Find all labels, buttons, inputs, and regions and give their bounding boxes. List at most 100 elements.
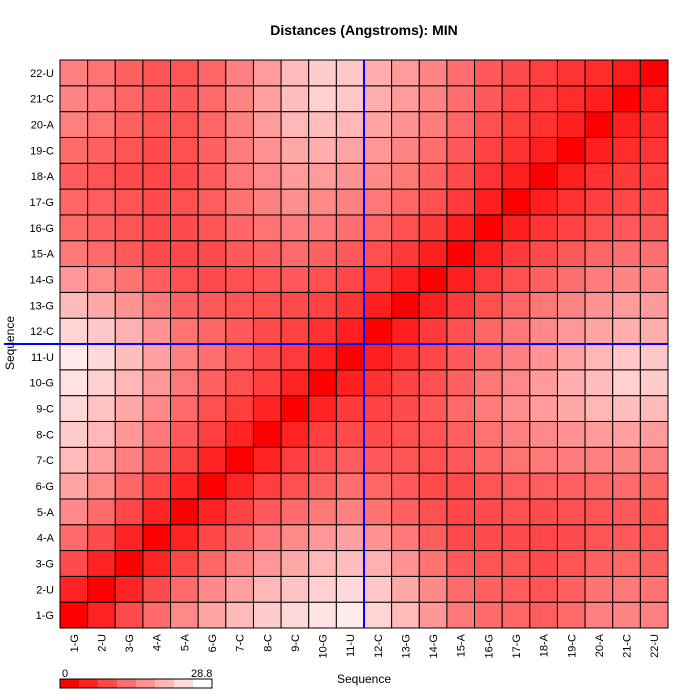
heatmap-cell — [446, 524, 476, 552]
heatmap-cell — [335, 369, 365, 397]
heatmap-cell — [252, 214, 282, 242]
heatmap-cell — [391, 162, 420, 190]
heatmap-cell — [197, 162, 227, 190]
heatmap-cell — [87, 214, 116, 242]
heatmap-cell — [529, 188, 558, 216]
y-tick-label: 13-G — [30, 300, 54, 312]
heatmap-cell — [87, 111, 116, 138]
heatmap-cell — [584, 498, 614, 526]
heatmap-cell — [280, 111, 310, 138]
heatmap-cell — [501, 85, 531, 113]
heatmap-cell — [225, 369, 254, 397]
heatmap-cell — [584, 317, 614, 345]
heatmap-cell — [639, 85, 669, 113]
heatmap-cell — [225, 317, 254, 345]
heatmap-cell — [639, 575, 669, 603]
heatmap-cell — [308, 188, 337, 216]
heatmap-cell — [612, 575, 641, 603]
heatmap-cell — [474, 162, 503, 190]
heatmap-cell — [501, 136, 531, 164]
heatmap-cell — [446, 472, 476, 500]
chart-title: Distances (Angstroms): MIN — [270, 22, 457, 38]
heatmap-cell — [170, 291, 199, 319]
heatmap-cell — [280, 291, 310, 319]
heatmap-cell — [225, 136, 254, 164]
heatmap-cell — [197, 240, 227, 268]
heatmap-cell — [335, 136, 365, 164]
heatmap-cell — [308, 266, 337, 293]
heatmap-cell — [391, 420, 420, 448]
heatmap-cell — [363, 446, 393, 474]
heatmap-cell — [529, 343, 558, 371]
heatmap-cell — [308, 136, 337, 164]
heatmap-cell — [363, 575, 393, 603]
x-tick-label: 10-G — [318, 634, 330, 658]
heatmap-cell — [142, 472, 172, 500]
heatmap-cell — [639, 317, 669, 345]
x-tick-label: 12-C — [373, 634, 385, 658]
heatmap-cell — [446, 266, 476, 293]
heatmap-cell — [59, 472, 89, 500]
heatmap-cell — [252, 136, 282, 164]
heatmap-cell — [418, 446, 448, 474]
heatmap-cell — [501, 291, 531, 319]
heatmap-cell — [556, 550, 586, 577]
heatmap-cell — [446, 369, 476, 397]
heatmap-cell — [170, 188, 199, 216]
heatmap-cell — [446, 214, 476, 242]
heatmap-cell — [197, 214, 227, 242]
heatmap-cell — [501, 524, 531, 552]
heatmap-cell — [556, 59, 586, 87]
heatmap-cell — [584, 136, 614, 164]
x-tick-label: 18-A — [539, 633, 551, 657]
heatmap-cell — [170, 369, 199, 397]
heatmap-cell — [474, 136, 503, 164]
heatmap-cell — [639, 601, 669, 629]
heatmap-cell — [363, 420, 393, 448]
heatmap-cell — [197, 343, 227, 371]
heatmap-cell — [308, 214, 337, 242]
heatmap-cell — [612, 395, 641, 422]
heatmap-cell — [280, 59, 310, 87]
heatmap-cell — [501, 369, 531, 397]
heatmap-cell — [363, 395, 393, 422]
heatmap-cell — [308, 420, 337, 448]
heatmap-cell — [391, 524, 420, 552]
heatmap-cell — [584, 343, 614, 371]
heatmap-cell — [639, 59, 669, 87]
heatmap-cell — [114, 575, 144, 603]
heatmap-cell — [225, 343, 254, 371]
x-tick-label: 13-G — [400, 634, 412, 658]
heatmap-cell — [170, 420, 199, 448]
heatmap-cell — [391, 136, 420, 164]
heatmap-cell — [529, 59, 558, 87]
heatmap-cell — [529, 524, 558, 552]
heatmap-cell — [391, 291, 420, 319]
heatmap-cell — [391, 446, 420, 474]
heatmap-cell — [501, 446, 531, 474]
heatmap-cell — [446, 343, 476, 371]
heatmap-cell — [170, 317, 199, 345]
heatmap-cell — [280, 446, 310, 474]
x-tick-label: 7-C — [235, 634, 247, 652]
heatmap-cell — [501, 343, 531, 371]
heatmap-cell — [446, 420, 476, 448]
heatmap-cell — [59, 59, 89, 87]
heatmap-cell — [59, 240, 89, 268]
heatmap-cell — [335, 266, 365, 293]
x-tick-label: 20-A — [594, 633, 606, 657]
heatmap-cell — [446, 317, 476, 345]
heatmap-cell — [225, 214, 254, 242]
heatmap-cell — [225, 291, 254, 319]
heatmap-cell — [474, 291, 503, 319]
heatmap-cell — [474, 111, 503, 138]
heatmap-cells — [59, 59, 669, 629]
heatmap-cell — [556, 188, 586, 216]
heatmap-cell — [391, 188, 420, 216]
heatmap-cell — [225, 162, 254, 190]
heatmap-cell — [280, 395, 310, 422]
heatmap-cell — [529, 369, 558, 397]
heatmap-cell — [612, 85, 641, 113]
heatmap-cell — [446, 291, 476, 319]
heatmap-cell — [114, 59, 144, 87]
